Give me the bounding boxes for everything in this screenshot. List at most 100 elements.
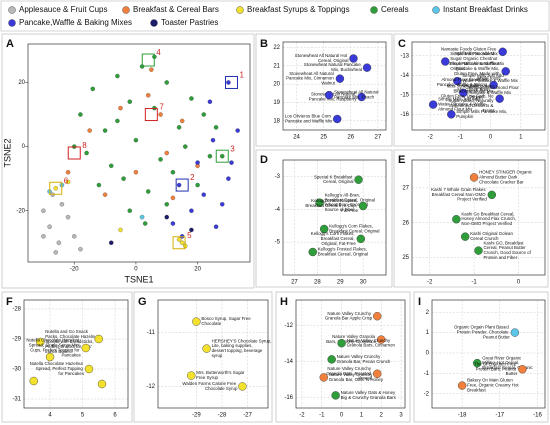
point-label: Stonewheat All Natural Pancake Mix, Rasp… (309, 92, 358, 102)
point (36, 337, 45, 347)
point (213, 125, 219, 130)
point-label: Nature Valley Crunchy Granola Bars, Roas… (326, 366, 372, 381)
legend-label: Cereals (381, 5, 409, 14)
y-tick-label: 2 (426, 310, 430, 316)
point (41, 234, 46, 239)
point-label: Nature Valley Crunchy Granola Bars, Cinn… (347, 338, 396, 348)
plot-border (411, 41, 546, 131)
panel-letter: I (418, 296, 421, 308)
point (146, 93, 151, 98)
point (327, 355, 336, 364)
point (115, 73, 120, 79)
point-label: Nutella and Go Snack Packs, Chocolate Ha… (45, 329, 99, 354)
point (127, 208, 132, 213)
x-tick-label: 25 (320, 135, 327, 141)
x-tick-label: 0 (489, 135, 493, 141)
point-label: Stonewheat All Natural Hot Cereal, Origi… (295, 53, 349, 63)
legend-marker (432, 6, 440, 14)
point-label: Nature Valley Crunchy Granola Bar Apple … (325, 311, 373, 321)
point (189, 96, 194, 101)
point-label: Miss Jones Baking Keto Blueberry Muffin … (441, 84, 495, 114)
point (452, 215, 461, 224)
point (377, 335, 386, 344)
point (176, 237, 182, 242)
zoom-label: 4 (156, 48, 161, 57)
x-tick-label: -1 (458, 135, 464, 141)
point (142, 221, 148, 226)
point (158, 112, 163, 117)
point (96, 182, 102, 188)
point (56, 240, 62, 245)
point-label: Namaste Foods Gluten Free Waffle & Panca… (441, 46, 498, 56)
point (202, 344, 211, 353)
point (187, 371, 196, 380)
point (459, 88, 468, 98)
point (189, 227, 194, 233)
point (118, 105, 123, 111)
zoom-box (144, 108, 158, 122)
plot-border (431, 299, 546, 409)
zoom-label: 2 (190, 173, 195, 182)
point-label: Bosco Syrup, Sugar Free Chocolate (201, 316, 252, 326)
y-tick-label: 18 (273, 118, 280, 124)
point (164, 80, 169, 85)
y-tick-label: -4 (275, 207, 281, 213)
point (362, 63, 372, 72)
point (65, 170, 71, 175)
zoom-label: 7 (159, 103, 164, 112)
point-label: Simple Mills Almond Flour Pancake & Waff… (468, 85, 520, 100)
legend-marker (122, 6, 130, 14)
point-label: Simple Mills Pancake Mix, Pumpkin (456, 109, 508, 119)
point (47, 224, 52, 229)
point (473, 358, 482, 368)
x-tick-label: 1 (519, 135, 523, 141)
point (133, 170, 139, 175)
point (179, 118, 185, 124)
x-tick-label: 29 (337, 280, 344, 286)
point (90, 86, 95, 92)
point (235, 128, 240, 133)
y-tick-label: 19 (273, 100, 280, 106)
zoom-box (172, 236, 186, 250)
point (319, 373, 328, 382)
y-tick-label: -14 (400, 73, 409, 79)
point (356, 234, 366, 244)
legend-label: Applesauce & Fruit Cups (19, 5, 108, 14)
legend-label: Breakfast & Cereal Bars (133, 5, 219, 14)
point (170, 221, 176, 226)
y-tick-label: -5 (275, 240, 281, 246)
plot-border (411, 159, 546, 276)
point (53, 186, 58, 191)
zoom-label: 5 (187, 231, 192, 240)
y-tick-label: -11 (147, 330, 156, 336)
point (487, 190, 496, 200)
y-axis-title: TSNE2 (2, 138, 12, 167)
point (176, 125, 182, 130)
x-tick-label: -20 (70, 267, 79, 273)
point (333, 114, 342, 124)
y-tick-label: -12 (146, 384, 155, 390)
x-tick-label: 0 (134, 267, 138, 273)
point (349, 54, 358, 63)
panel-frame (393, 33, 549, 147)
point-label: Organic Orgain Plant Based Protein Powde… (454, 325, 510, 340)
x-tick-label: -2 (427, 280, 433, 286)
x-tick-label: 24 (293, 135, 300, 141)
point (158, 157, 163, 162)
point (461, 232, 470, 241)
y-tick-label: 25 (402, 255, 409, 261)
x-tick-label: -16 (533, 413, 542, 419)
point (115, 118, 120, 124)
point (139, 214, 145, 220)
zoom-label: 6 (64, 176, 69, 185)
point (469, 173, 479, 182)
x-tick-label: 0 (517, 280, 521, 286)
point (447, 110, 456, 119)
point (65, 179, 71, 185)
y-tick-label: -30 (12, 367, 21, 373)
point-label: HERSHEY'S Chocolate Syrup, Lite, baking … (212, 338, 273, 358)
point-label: Simple Mills Just Add Water Pancake & Wa… (438, 97, 487, 112)
plot-border (282, 159, 387, 276)
point (489, 80, 498, 90)
point (53, 250, 58, 255)
